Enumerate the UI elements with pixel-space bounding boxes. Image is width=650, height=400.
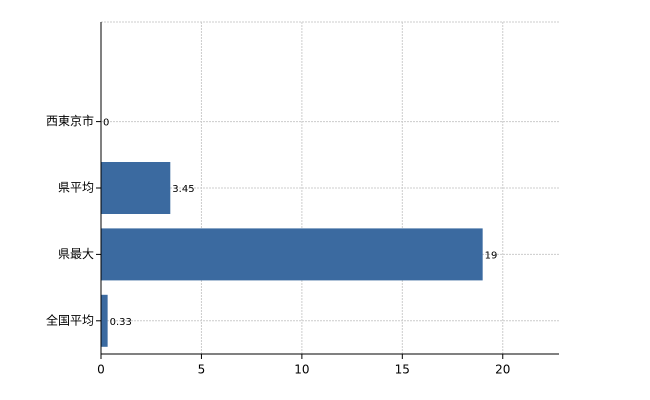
x-tick-label: 5 — [198, 363, 206, 377]
y-tick-label: 県平均 — [58, 181, 94, 195]
x-tick-label: 20 — [495, 363, 510, 377]
value-label: 0.33 — [110, 317, 132, 328]
value-label: 19 — [485, 250, 498, 261]
x-tick-label: 15 — [395, 363, 410, 377]
y-tick-label: 全国平均 — [46, 312, 94, 327]
y-tick-label: 県最大 — [58, 247, 94, 261]
value-label: 0 — [103, 118, 109, 129]
x-tick-label: 0 — [97, 363, 105, 377]
bar — [101, 228, 483, 281]
bar — [101, 162, 171, 214]
bar — [101, 294, 108, 347]
x-tick-label: 10 — [294, 363, 309, 377]
value-label: 3.45 — [172, 184, 194, 195]
y-tick-label: 西東京市 — [46, 113, 94, 128]
